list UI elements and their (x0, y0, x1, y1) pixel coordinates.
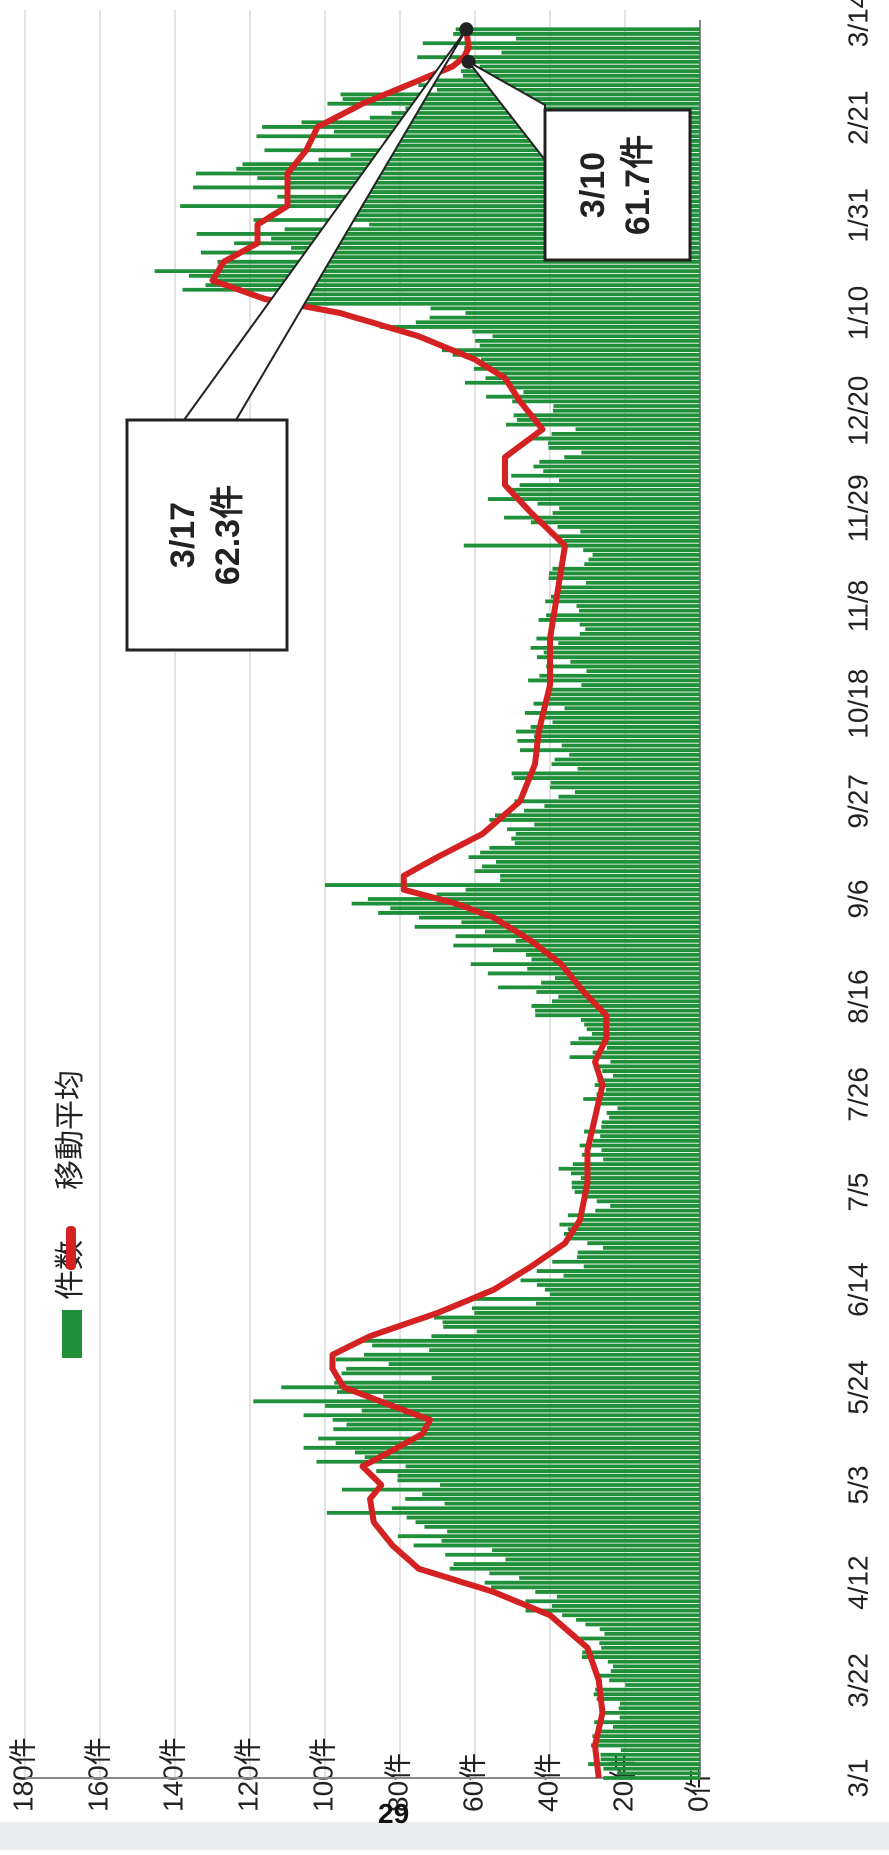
y-tick-label-2: 40件 (532, 1753, 563, 1812)
x-tick-label-14: 12/20 (842, 376, 873, 446)
y-tick-label-1: 20件 (607, 1753, 638, 1812)
x-tick-label-0: 3/1 (842, 1759, 873, 1798)
x-tick-label-12: 11/8 (842, 580, 873, 632)
y-tick-label-4: 80件 (382, 1753, 413, 1812)
x-tick-label-4: 5/24 (842, 1360, 873, 1415)
y-tick-label-5: 100件 (307, 1737, 338, 1812)
x-tick-label-11: 10/18 (842, 669, 873, 739)
legend-bar-swatch (62, 1310, 82, 1358)
x-tick-label-6: 7/5 (842, 1173, 873, 1212)
x-tick-label-3: 5/3 (842, 1466, 873, 1505)
callout-date-3-17: 3/17 (164, 502, 202, 568)
callout-date-3-10: 3/10 (574, 152, 612, 218)
callout-value-3-10: 61.7件 (619, 135, 657, 235)
page-number: 29 (378, 1798, 410, 1829)
x-tick-label-13: 11/29 (842, 474, 873, 542)
y-tick-label-9: 180件 (7, 1737, 38, 1812)
callout-box-3-17 (125, 418, 289, 652)
y-tick-label-0: 0件 (682, 1768, 713, 1812)
x-tick-label-18: 3/14 (842, 0, 873, 47)
callout-value-3-17: 62.3件 (209, 485, 247, 585)
x-tick-label-15: 1/10 (842, 286, 873, 341)
x-tick-label-5: 6/14 (842, 1262, 873, 1317)
legend-line-swatch (66, 1226, 76, 1270)
x-tick-label-7: 7/26 (842, 1067, 873, 1122)
x-tick-label-2: 4/12 (842, 1555, 873, 1610)
y-tick-label-6: 120件 (232, 1737, 263, 1812)
moving-average-line (209, 28, 610, 1779)
x-tick-label-9: 9/6 (842, 880, 873, 919)
page-footer-strip (0, 1822, 889, 1850)
y-tick-label-3: 60件 (457, 1753, 488, 1812)
x-tick-label-10: 9/27 (842, 774, 873, 829)
y-tick-label-7: 140件 (157, 1737, 188, 1812)
x-tick-label-8: 8/16 (842, 969, 873, 1024)
x-tick-label-1: 3/22 (842, 1653, 873, 1708)
y-tick-label-8: 160件 (82, 1737, 113, 1812)
x-tick-label-16: 1/31 (842, 188, 873, 243)
callout-box-3-10 (543, 108, 692, 262)
legend-line-label: 移動平均 (54, 1070, 87, 1190)
x-tick-label-17: 2/21 (842, 90, 873, 144)
